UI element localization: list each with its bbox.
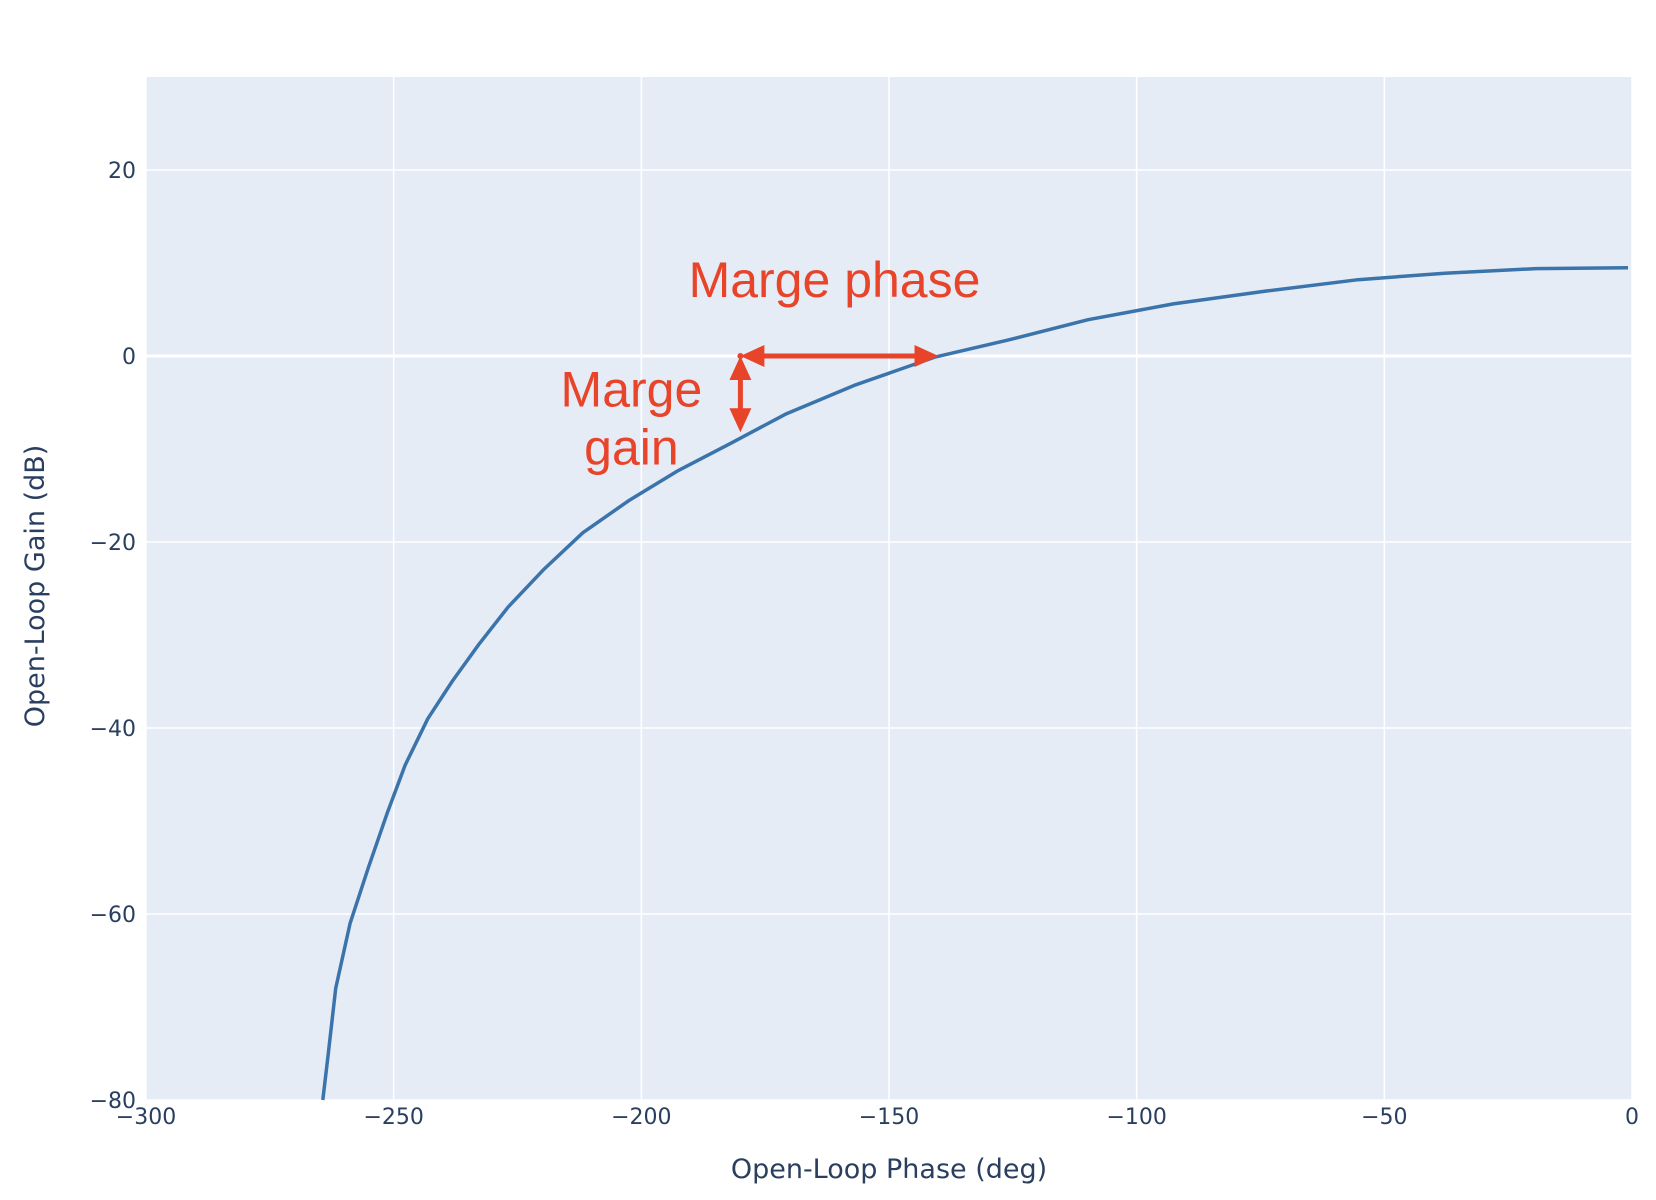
gain-margin-arrow-head — [729, 408, 752, 433]
x-tick-label: −250 — [363, 1105, 423, 1130]
annotation-gain-margin-line: gain — [584, 419, 679, 475]
x-tick-label: −50 — [1361, 1105, 1407, 1130]
y-tick-label: −80 — [90, 1089, 136, 1114]
y-tick-label: 0 — [122, 345, 136, 370]
y-tick-label: −20 — [90, 531, 136, 556]
series-curve — [321, 265, 1629, 1101]
y-tick-label: 20 — [108, 159, 136, 184]
annotation-phase-margin: Marge phase — [689, 252, 981, 308]
annotation-gain-margin-line: Marge — [561, 361, 703, 417]
y-tick-label: −60 — [90, 903, 136, 928]
grid — [145, 77, 1633, 1101]
phase-margin-arrow-tail — [740, 345, 765, 367]
x-tick-label: −150 — [859, 1105, 919, 1130]
x-tick-label: −200 — [611, 1105, 671, 1130]
series-line — [321, 265, 1629, 1101]
margin-origin-point — [737, 353, 744, 359]
gain-margin-arrow-tail — [729, 356, 752, 380]
phase-margin-arrow-head — [914, 345, 939, 367]
y-tick-label: −40 — [90, 717, 136, 742]
x-tick-label: 0 — [1625, 1105, 1639, 1130]
x-tick-label: −300 — [116, 1105, 176, 1130]
y-axis-title: Open-Loop Gain (dB) — [20, 445, 51, 728]
x-axis-title: Open-Loop Phase (deg) — [731, 1154, 1047, 1185]
x-tick-label: −100 — [1106, 1105, 1166, 1130]
